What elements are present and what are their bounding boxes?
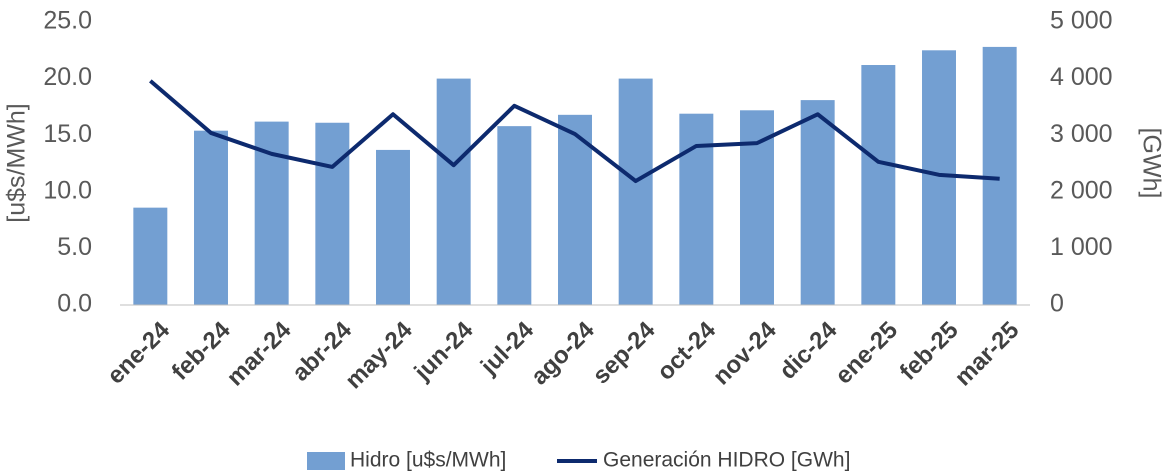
y2-tick-label: 3 000 (1050, 120, 1113, 148)
bar (679, 113, 714, 305)
y-tick-label: 0.0 (57, 290, 92, 318)
bar (436, 78, 471, 305)
bar (133, 207, 168, 305)
y-tick-label: 20.0 (43, 63, 92, 91)
y-tick-label: 10.0 (43, 176, 92, 204)
x-tick-label: nov-24 (708, 316, 782, 390)
bar (315, 122, 350, 305)
x-tick-label: dic-24 (774, 316, 843, 385)
line (149, 79, 1000, 184)
y2-tick-label: 4 000 (1050, 63, 1113, 91)
x-tick-label: jun-24 (409, 316, 479, 386)
y2-axis-label: [GWh] (1137, 128, 1165, 199)
y-tick-label: 15.0 (43, 120, 92, 148)
bar (982, 46, 1017, 306)
legend-swatch (307, 452, 345, 470)
y-axis-label: [u$s/MWh] (3, 103, 31, 222)
y-tick-label: 25.0 (43, 7, 92, 35)
bar (861, 65, 896, 306)
y-tick-label: 5.0 (57, 233, 92, 261)
x-tick-label: ago-24 (526, 316, 600, 390)
bar (922, 50, 956, 305)
bar (800, 100, 835, 305)
x-tick-label: may-24 (340, 316, 418, 394)
x-tick-label: mar-25 (950, 317, 1025, 392)
bar (497, 126, 532, 305)
y2-tick-label: 2 000 (1050, 176, 1113, 204)
y2-tick-label: 0 (1050, 290, 1064, 318)
bar (194, 130, 228, 305)
bar (558, 114, 592, 305)
legend-label: Generación HIDRO [GWh] (603, 449, 850, 472)
x-tick-label: mar-24 (222, 316, 297, 391)
legend-label: Hidro [u$s/MWh] (350, 449, 506, 472)
bar (618, 78, 653, 305)
x-tick-label: sep-24 (588, 316, 661, 389)
y2-tick-label: 5 000 (1050, 7, 1113, 35)
y2-tick-label: 1 000 (1050, 233, 1113, 261)
bar (376, 149, 410, 305)
x-tick-label: ene-25 (830, 317, 903, 390)
x-tick-label: ene-24 (102, 316, 175, 389)
